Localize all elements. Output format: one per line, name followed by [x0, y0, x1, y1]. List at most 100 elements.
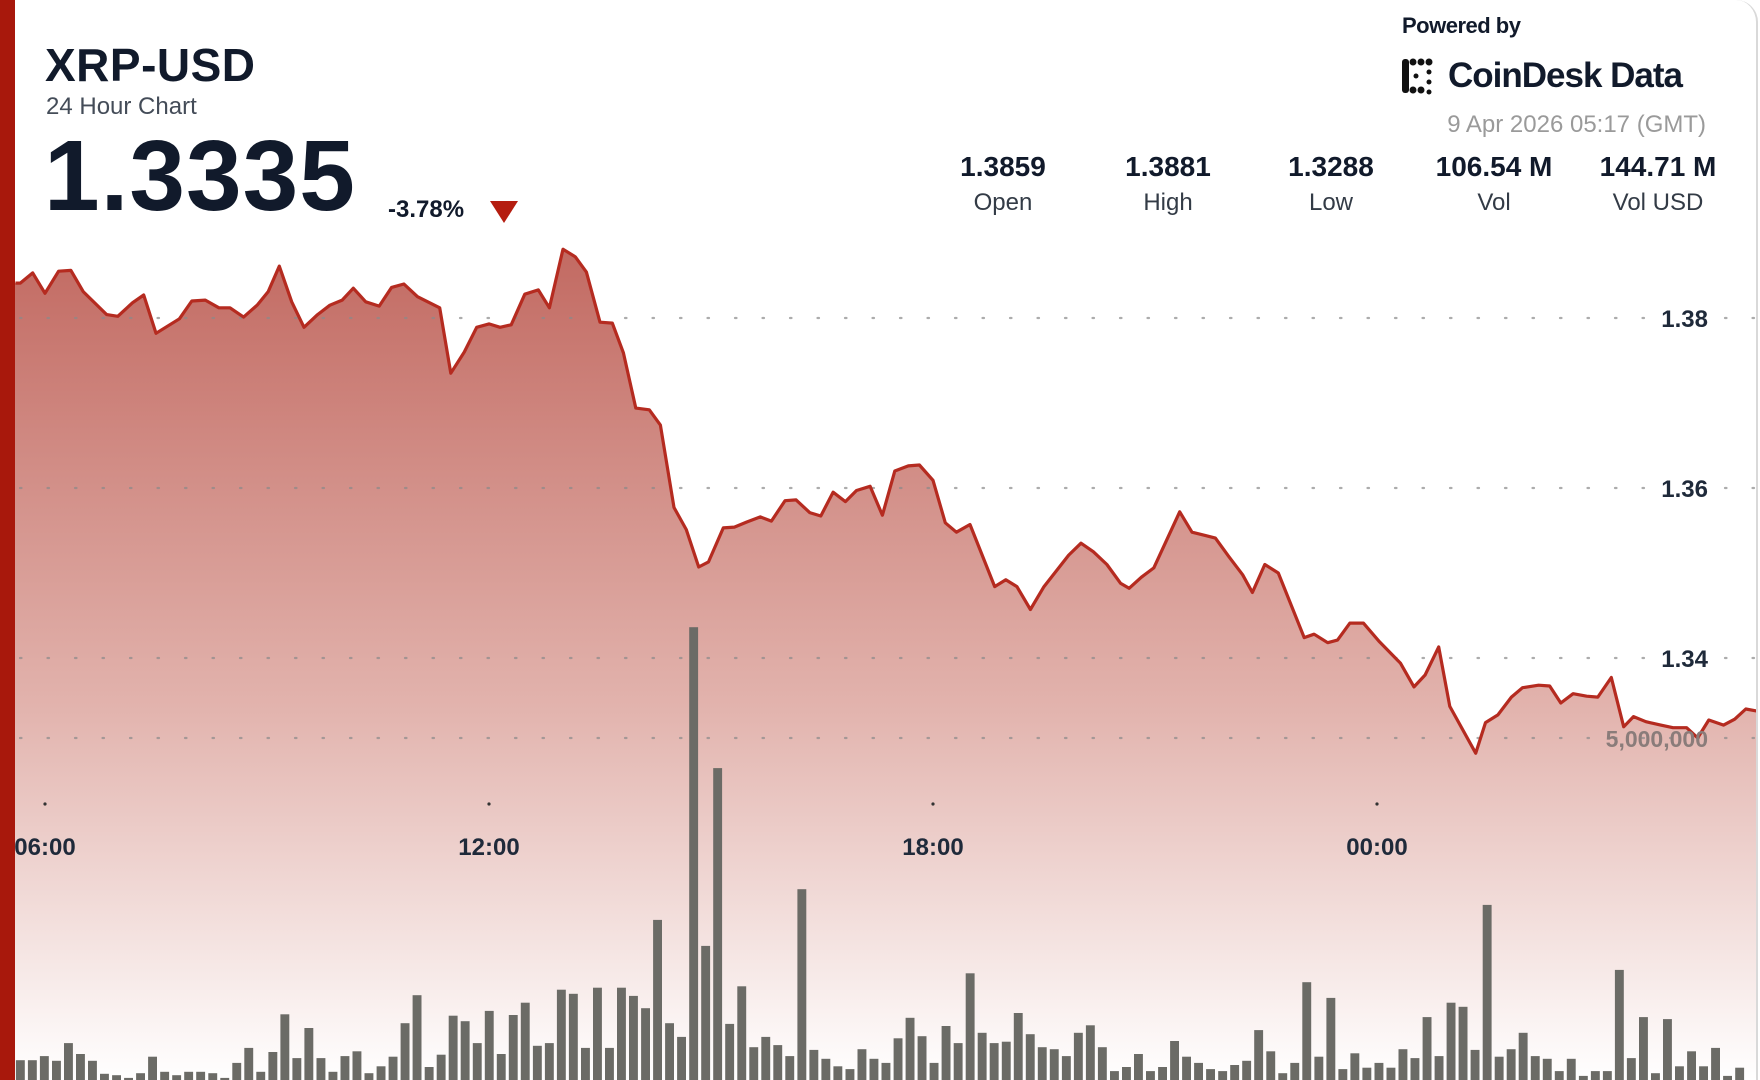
- y-tick-label-bg: [1648, 642, 1712, 674]
- volume-bar: [1711, 1047, 1720, 1080]
- volume-bar: [1242, 1060, 1252, 1080]
- volume-tick-label: 5,000,000: [1606, 726, 1708, 752]
- volume-bar: [508, 1015, 518, 1080]
- volume-bar: [1230, 1065, 1240, 1080]
- volume-bar: [1001, 1041, 1011, 1080]
- volume-bar: [424, 1067, 434, 1080]
- volume-bar: [941, 1026, 951, 1080]
- volume-bar: [88, 1060, 97, 1080]
- volume-bar: [605, 1047, 614, 1080]
- stat-value: 106.54 M: [1435, 151, 1553, 182]
- powered-by-label: Powered by: [1402, 13, 1521, 38]
- volume-bar: [1699, 1066, 1708, 1080]
- volume-bar: [388, 1056, 398, 1080]
- y-tick-label: 1.34: [1661, 646, 1708, 673]
- volume-bar: [400, 1023, 410, 1080]
- volume-bar: [1254, 1030, 1264, 1080]
- volume-bar: [725, 1023, 735, 1080]
- volume-bar: [412, 995, 422, 1080]
- volume-bar: [617, 987, 626, 1080]
- stat-label: Vol USD: [1612, 189, 1704, 216]
- volume-bar: [1266, 1051, 1276, 1080]
- volume-bar: [1013, 1013, 1023, 1080]
- volume-bar: [1675, 1066, 1684, 1080]
- x-tick-label: 18:00: [902, 834, 963, 861]
- stat-value: 1.3288: [1288, 151, 1374, 182]
- volume-bar: [989, 1043, 999, 1080]
- timestamp: 9 Apr 2026 05:17 (GMT): [1447, 111, 1706, 138]
- volume-bar: [701, 945, 711, 1080]
- volume-bar: [15, 1060, 25, 1080]
- volume-bar: [436, 1054, 446, 1080]
- volume-bar: [845, 1069, 855, 1080]
- volume-bar: [1290, 1062, 1300, 1080]
- volume-bar: [737, 986, 747, 1080]
- volume-bar: [316, 1058, 326, 1080]
- volume-bar: [1434, 1056, 1444, 1080]
- volume-bar: [869, 1058, 879, 1080]
- volume-bar: [1446, 1002, 1456, 1080]
- stat-label: Vol: [1477, 189, 1511, 216]
- y-tick-label: 1.36: [1661, 476, 1708, 503]
- volume-bar: [1049, 1049, 1059, 1080]
- price-change: -3.78%: [388, 196, 465, 223]
- volume-bar: [713, 768, 723, 1080]
- volume-bar: [857, 1049, 867, 1080]
- volume-bar: [905, 1017, 915, 1080]
- volume-bar: [556, 989, 566, 1080]
- stat-value: 144.71 M: [1599, 151, 1717, 182]
- volume-bar: [568, 993, 578, 1080]
- volume-bar: [52, 1060, 61, 1080]
- volume-bar: [1578, 1075, 1588, 1080]
- volume-bar: [280, 1014, 290, 1080]
- x-tick-label: 06:00: [14, 834, 75, 861]
- volume-bar: [376, 1066, 386, 1080]
- volume-bar: [364, 1073, 374, 1080]
- volume-bar: [352, 1051, 362, 1080]
- volume-bar: [232, 1062, 242, 1080]
- volume-bar: [965, 973, 975, 1080]
- volume-bar: [196, 1071, 206, 1080]
- x-tick-mark: [931, 802, 935, 806]
- volume-bar: [1134, 1054, 1143, 1080]
- volume-bar: [1687, 1051, 1696, 1080]
- volume-bar: [160, 1071, 170, 1080]
- stat-value: 1.3859: [960, 151, 1046, 182]
- x-tick-mark: [1375, 802, 1379, 806]
- volume-bar: [1085, 1025, 1095, 1080]
- volume-bar: [1723, 1075, 1732, 1080]
- volume-bar: [496, 1054, 506, 1080]
- volume-bar: [629, 995, 638, 1080]
- volume-bar: [1206, 1069, 1215, 1080]
- volume-bar: [773, 1045, 783, 1080]
- volume-bar: [148, 1056, 157, 1080]
- volume-bar: [1146, 1071, 1155, 1080]
- stat-vol-usd: 144.71 M Vol USD: [1573, 151, 1743, 217]
- volume-bar: [1518, 1032, 1528, 1080]
- volume-bar: [833, 1066, 843, 1080]
- stat-label: High: [1143, 189, 1193, 216]
- volume-bar: [1494, 1056, 1504, 1080]
- stat-value: 1.3881: [1125, 151, 1211, 182]
- volume-bar: [1542, 1058, 1552, 1080]
- volume-bar: [112, 1075, 121, 1080]
- volume-bar: [1398, 1049, 1408, 1080]
- volume-bar: [653, 919, 662, 1080]
- volume-bar: [761, 1036, 771, 1080]
- volume-bar: [677, 1036, 686, 1080]
- volume-bar: [1061, 1056, 1071, 1080]
- coindesk-data-logo: CoinDesk Data: [1400, 56, 1683, 96]
- volume-bar: [665, 1023, 674, 1080]
- volume-bar: [256, 1071, 266, 1080]
- volume-bar: [1073, 1032, 1083, 1080]
- volume-bar: [953, 1043, 963, 1080]
- stat-label: Open: [973, 189, 1033, 216]
- volume-bar: [244, 1047, 254, 1080]
- volume-bar: [749, 1047, 759, 1080]
- stat-high: 1.3881 High: [1083, 151, 1253, 217]
- chart-subtitle: 24 Hour Chart: [46, 93, 197, 120]
- volume-bar: [893, 1038, 903, 1080]
- volume-bar: [689, 627, 699, 1080]
- x-tick-label: 00:00: [1346, 834, 1407, 861]
